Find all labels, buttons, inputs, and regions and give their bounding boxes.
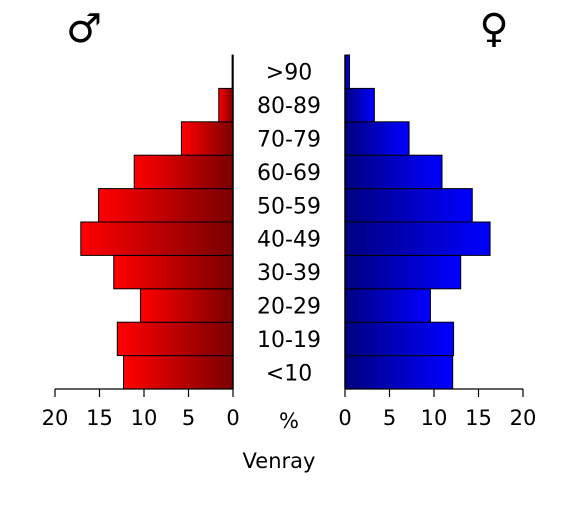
- age-label-1: 10-19: [257, 328, 321, 353]
- age-label-6: 60-69: [257, 161, 321, 186]
- female-tick-label-3: 15: [465, 406, 492, 430]
- female-tick-label-4: 20: [510, 406, 537, 430]
- male-bar-0: [123, 355, 234, 390]
- male-bar-3: [113, 254, 234, 290]
- female-bar-3: [344, 254, 462, 290]
- female-symbol: ♀: [479, 6, 508, 52]
- male-bar-6: [133, 154, 234, 190]
- chart-title: Venray: [243, 449, 316, 473]
- male-tick-label-0: 0: [226, 406, 239, 430]
- female-bar-1: [344, 321, 455, 357]
- age-label-3: 30-39: [257, 261, 321, 286]
- female-tick-label-0: 0: [338, 406, 351, 430]
- female-bar-2: [344, 288, 431, 323]
- age-label-8: 80-89: [257, 94, 321, 119]
- male-bar-2: [139, 288, 234, 323]
- female-bar-7: [344, 121, 410, 156]
- male-tick-label-3: 15: [86, 406, 113, 430]
- age-label-9: >90: [266, 61, 312, 86]
- female-tick-label-2: 10: [421, 406, 448, 430]
- age-label-2: 20-29: [257, 295, 321, 320]
- male-bar-5: [98, 188, 234, 223]
- age-label-4: 40-49: [257, 228, 321, 253]
- age-label-5: 50-59: [257, 194, 321, 219]
- male-bar-8: [218, 87, 234, 123]
- male-bar-7: [180, 121, 234, 156]
- female-bars: [344, 54, 491, 390]
- unit-label: %: [279, 409, 299, 433]
- age-label-7: 70-79: [257, 128, 321, 153]
- male-bar-1: [116, 321, 234, 357]
- age-label-0: <10: [266, 361, 312, 386]
- male-x-axis: 0 5 10 15 20: [42, 388, 240, 430]
- age-labels: <10 10-19 20-29 30-39 40-49 50-59 60-69 70-79 80…: [257, 61, 321, 387]
- male-tick-label-1: 5: [182, 406, 195, 430]
- male-tick-label-2: 10: [131, 406, 158, 430]
- female-bar-8: [344, 87, 375, 123]
- male-tick-label-4: 20: [42, 406, 69, 430]
- female-x-axis: 0 5 10 15 20: [338, 388, 537, 430]
- male-bar-4: [80, 221, 234, 256]
- female-bar-0: [344, 355, 454, 390]
- female-bar-5: [344, 188, 473, 223]
- female-tick-label-1: 5: [383, 406, 396, 430]
- male-bars: [80, 54, 234, 390]
- female-bar-6: [344, 154, 443, 190]
- female-bar-4: [344, 221, 491, 256]
- male-symbol: ♂: [66, 6, 102, 52]
